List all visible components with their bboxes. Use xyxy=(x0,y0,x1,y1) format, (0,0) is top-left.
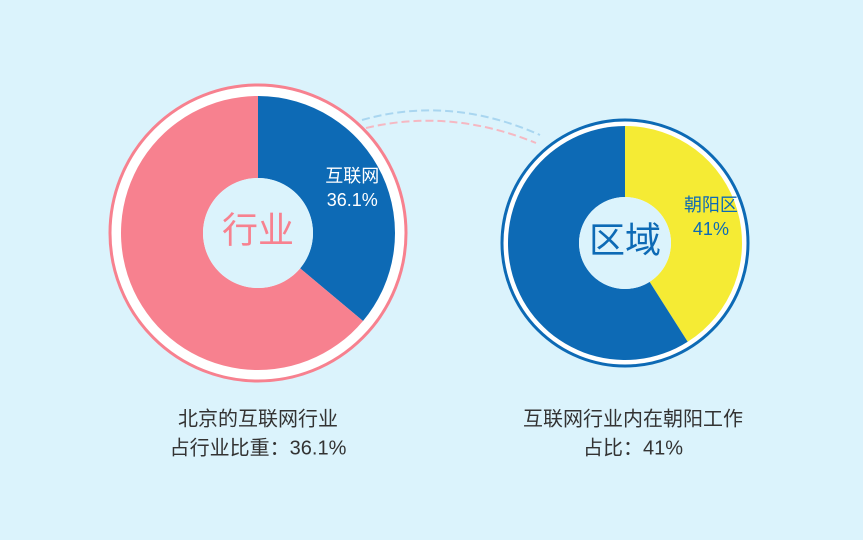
slice-label: 朝阳区 xyxy=(684,195,738,215)
slice xyxy=(625,126,743,342)
center-label: 行业 xyxy=(222,210,294,251)
slice xyxy=(508,126,688,360)
center-hole xyxy=(579,197,671,289)
slice-value-label: 41% xyxy=(693,219,729,239)
caption: 占比：41% xyxy=(583,436,683,459)
connector xyxy=(365,119,537,144)
caption: 互联网行业内在朝阳工作 xyxy=(523,407,743,430)
center-hole xyxy=(203,178,313,288)
caption: 北京的互联网行业 xyxy=(178,407,338,430)
slice xyxy=(258,96,395,321)
caption: 占行业比重：36.1% xyxy=(170,436,347,459)
slice-label: 互联网 xyxy=(325,166,379,186)
slice xyxy=(120,96,364,370)
connector xyxy=(361,109,541,136)
slice-value-label: 36.1% xyxy=(327,190,378,210)
center-label: 区域 xyxy=(589,220,661,261)
